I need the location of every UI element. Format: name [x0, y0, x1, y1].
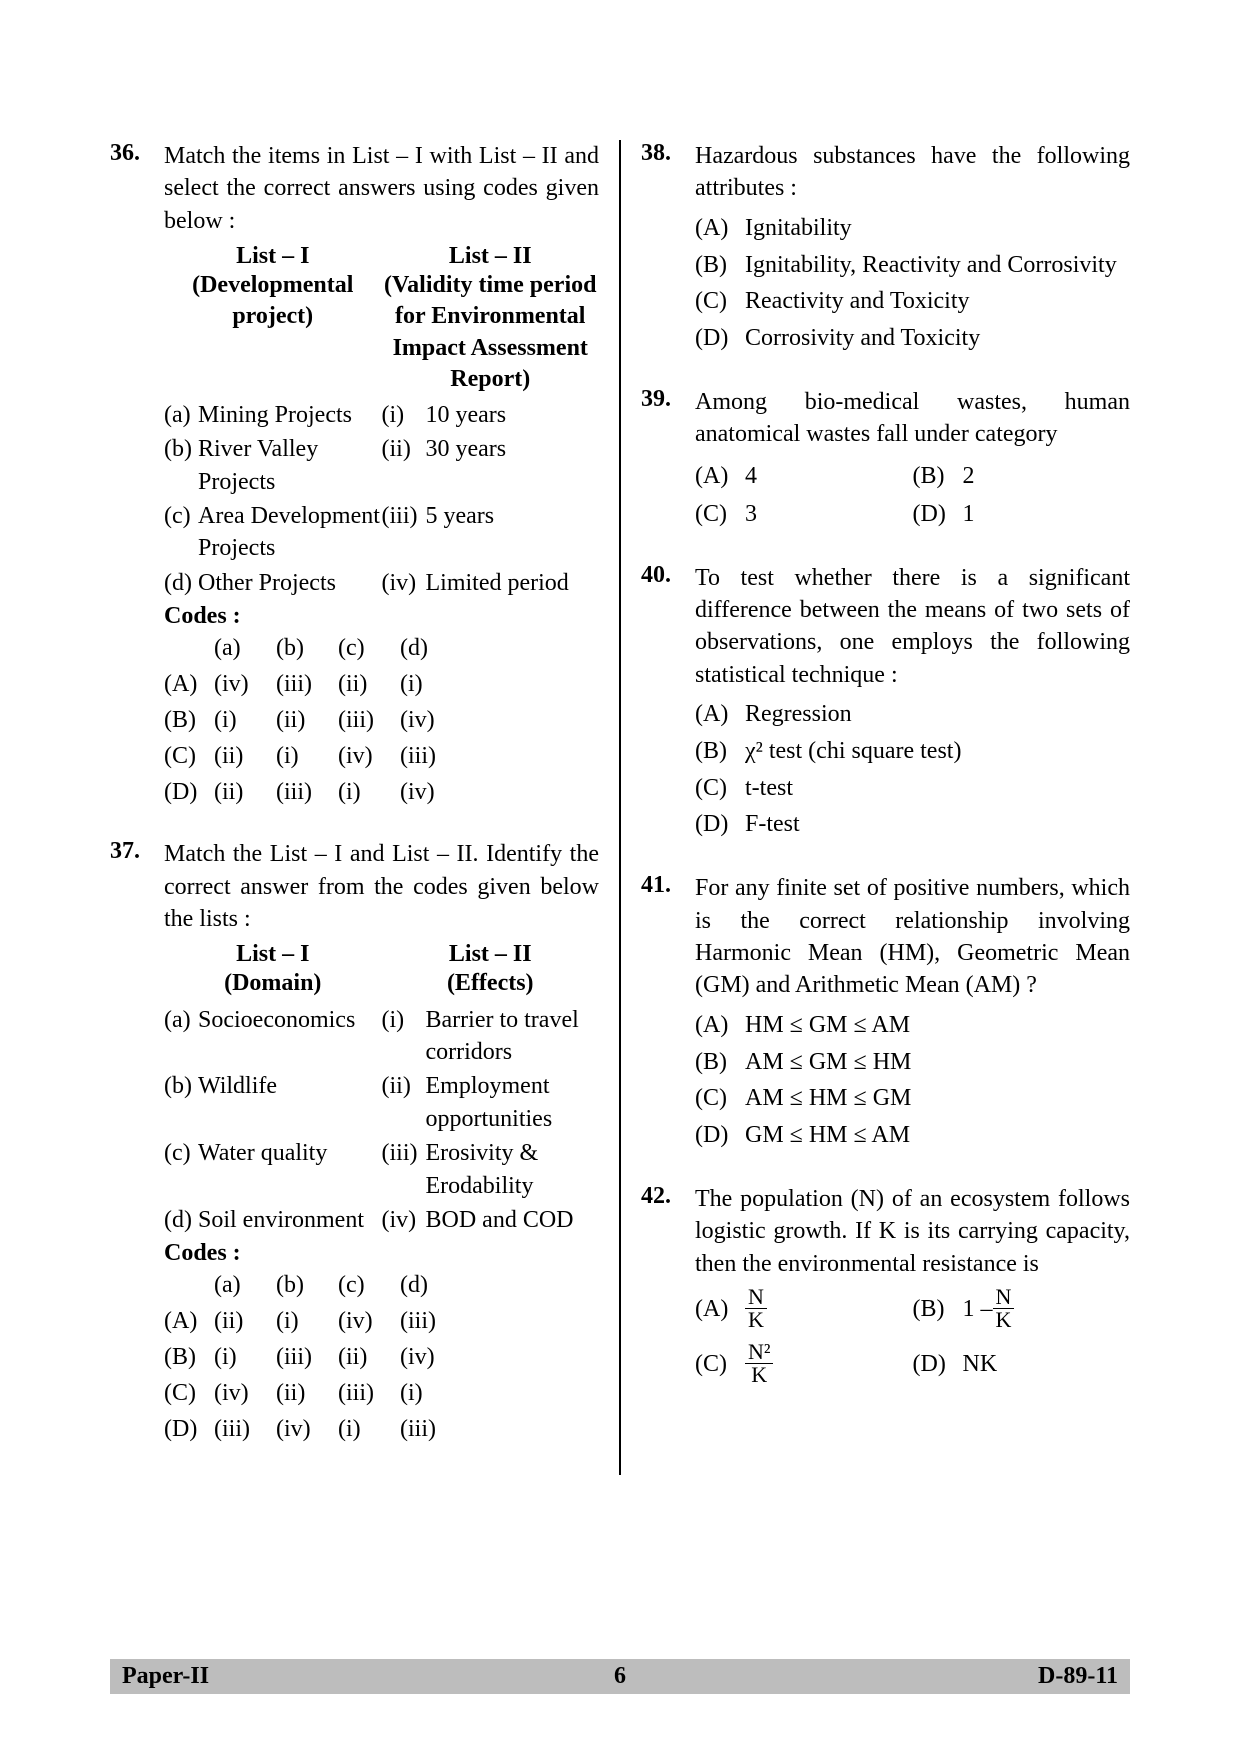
option-a: (A) NK	[695, 1286, 913, 1331]
question-36: 36. Match the items in List – I with Lis…	[110, 140, 599, 810]
question-number: 38.	[641, 140, 695, 358]
question-stem: Match the items in List – I with List – …	[164, 140, 599, 237]
question-41: 41. For any finite set of positive numbe…	[641, 872, 1130, 1155]
right-column: 38. Hazardous substances have the follow…	[641, 140, 1130, 1475]
option-c: (C)Reactivity and Toxicity	[695, 284, 1130, 319]
list-headers: List – I List – II	[164, 243, 599, 270]
match-row: (b)Wildlife (ii)Employment opportunities	[164, 1070, 599, 1135]
match-row: (c)Area Development Projects (iii)5 year…	[164, 500, 599, 565]
question-39: 39. Among bio-medical wastes, human anat…	[641, 386, 1130, 534]
page-number: 6	[614, 1663, 626, 1690]
match-row: (d)Soil environment (iv)BOD and COD	[164, 1204, 599, 1236]
match-row: (a)Socioeconomics (i)Barrier to travel c…	[164, 1004, 599, 1069]
question-stem: Match the List – I and List – II. Identi…	[164, 838, 599, 935]
match-row: (d)Other Projects (iv)Limited period	[164, 567, 599, 599]
list-2-sub: (Effects)	[382, 968, 600, 999]
fraction: NK	[745, 1286, 767, 1331]
question-number: 41.	[641, 872, 695, 1155]
question-number: 39.	[641, 386, 695, 534]
options: (A)4 (B)2 (C)3 (D)1	[695, 457, 1130, 534]
question-number: 42.	[641, 1183, 695, 1386]
question-40: 40. To test whether there is a significa…	[641, 562, 1130, 845]
option-c: (C)AM ≤ HM ≤ GM	[695, 1081, 1130, 1116]
options: (A)Ignitability (B)Ignitability, Reactiv…	[695, 211, 1130, 356]
codes-label: Codes :	[164, 603, 599, 630]
column-divider	[619, 140, 621, 1475]
option-d: (D)GM ≤ HM ≤ AM	[695, 1118, 1130, 1153]
list-1-header: List – I	[164, 941, 382, 968]
list-subheaders: (Domain) (Effects)	[164, 968, 599, 999]
fraction: N²K	[745, 1341, 773, 1386]
question-stem: Among bio-medical wastes, human anatomic…	[695, 386, 1130, 451]
codes-row: (C)(iv)(ii)(iii)(i)	[164, 1375, 599, 1411]
list-1-sub: (Developmental project)	[164, 270, 382, 395]
option-d: (D)Corrosivity and Toxicity	[695, 321, 1130, 356]
codes-header: (a) (b) (c) (d)	[164, 1267, 599, 1303]
option-b: (B)2	[913, 457, 1131, 495]
match-row: (a)Mining Projects (i)10 years	[164, 399, 599, 431]
question-number: 36.	[110, 140, 164, 810]
option-c: (C) N²K	[695, 1341, 913, 1386]
fraction: NK	[993, 1286, 1015, 1331]
list-2-sub: (Validity time period for Environmental …	[382, 270, 600, 395]
option-a: (A)4	[695, 457, 913, 495]
option-b: (B)χ² test (chi square test)	[695, 734, 1130, 769]
option-a: (A)Ignitability	[695, 211, 1130, 246]
question-37: 37. Match the List – I and List – II. Id…	[110, 838, 599, 1447]
codes-row: (A)(ii)(i)(iv)(iii)	[164, 1303, 599, 1339]
question-number: 37.	[110, 838, 164, 1447]
options: (A)Regression (B)χ² test (chi square tes…	[695, 697, 1130, 842]
codes-row: (D)(ii)(iii)(i)(iv)	[164, 774, 599, 810]
left-column: 36. Match the items in List – I with Lis…	[110, 140, 599, 1475]
codes-header: (a) (b) (c) (d)	[164, 630, 599, 666]
list-subheaders: (Developmental project) (Validity time p…	[164, 270, 599, 395]
option-a: (A)HM ≤ GM ≤ AM	[695, 1008, 1130, 1043]
page-footer: Paper-II 6 D-89-11	[110, 1659, 1130, 1694]
option-a: (A)Regression	[695, 697, 1130, 732]
options: (A)HM ≤ GM ≤ AM (B)AM ≤ GM ≤ HM (C)AM ≤ …	[695, 1008, 1130, 1153]
option-d: (D)F-test	[695, 807, 1130, 842]
options: (A) NK (B) 1 – NK (C) N²K (D) NK	[695, 1286, 1130, 1386]
option-d: (D) NK	[913, 1341, 1131, 1386]
match-row: (c)Water quality (iii)Erosivity & Erodab…	[164, 1137, 599, 1202]
list-headers: List – I List – II	[164, 941, 599, 968]
question-stem: To test whether there is a significant d…	[695, 562, 1130, 692]
codes-row: (D)(iii)(iv)(i)(iii)	[164, 1411, 599, 1447]
codes-row: (C)(ii)(i)(iv)(iii)	[164, 738, 599, 774]
codes-row: (B)(i)(iii)(ii)(iv)	[164, 1339, 599, 1375]
question-38: 38. Hazardous substances have the follow…	[641, 140, 1130, 358]
question-stem: The population (N) of an ecosystem follo…	[695, 1183, 1130, 1280]
list-1-sub: (Domain)	[164, 968, 382, 999]
option-d: (D)1	[913, 495, 1131, 533]
question-stem: For any finite set of positive numbers, …	[695, 872, 1130, 1002]
question-42: 42. The population (N) of an ecosystem f…	[641, 1183, 1130, 1386]
option-c: (C)t-test	[695, 771, 1130, 806]
two-column-layout: 36. Match the items in List – I with Lis…	[110, 140, 1130, 1475]
option-b: (B)Ignitability, Reactivity and Corrosiv…	[695, 248, 1130, 283]
option-b: (B)AM ≤ GM ≤ HM	[695, 1045, 1130, 1080]
list-1-header: List – I	[164, 243, 382, 270]
match-row: (b)River Valley Projects (ii)30 years	[164, 433, 599, 498]
footer-left: Paper-II	[122, 1663, 209, 1690]
codes-row: (B)(i)(ii)(iii)(iv)	[164, 702, 599, 738]
option-b: (B) 1 – NK	[913, 1286, 1131, 1331]
option-c: (C)3	[695, 495, 913, 533]
question-stem: Hazardous substances have the following …	[695, 140, 1130, 205]
codes-label: Codes :	[164, 1240, 599, 1267]
list-2-header: List – II	[382, 243, 600, 270]
question-number: 40.	[641, 562, 695, 845]
list-2-header: List – II	[382, 941, 600, 968]
codes-row: (A)(iv)(iii)(ii)(i)	[164, 666, 599, 702]
footer-right: D-89-11	[1038, 1663, 1118, 1690]
